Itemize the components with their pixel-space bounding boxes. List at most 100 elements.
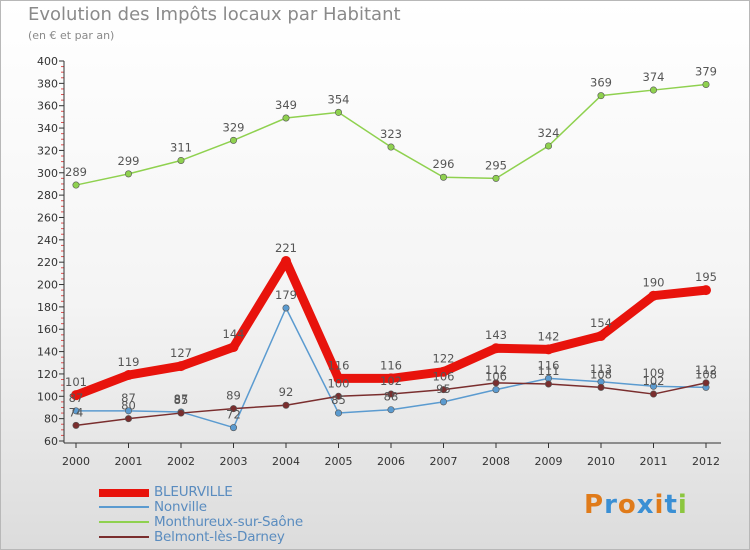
- y-tick-label: 80: [44, 413, 58, 426]
- data-label-1: 87: [69, 391, 84, 405]
- data-point-2: [702, 80, 710, 88]
- data-point-0: [596, 330, 606, 341]
- data-point-3: [387, 390, 395, 398]
- data-point-1: [439, 398, 447, 406]
- data-label-3: 112: [695, 363, 717, 377]
- data-point-3: [230, 405, 238, 413]
- legend-swatch-nonville: [99, 506, 149, 508]
- data-point-0: [648, 290, 659, 301]
- data-point-0: [333, 373, 344, 384]
- data-point-0: [228, 342, 239, 353]
- data-label-0: 101: [65, 375, 87, 389]
- data-label-0: 144: [223, 327, 245, 341]
- data-label-3: 85: [174, 393, 189, 407]
- data-label-3: 102: [380, 374, 402, 388]
- legend-swatch-belmont: [99, 536, 149, 538]
- data-point-0: [543, 344, 554, 355]
- data-label-2: 379: [695, 64, 717, 78]
- data-point-2: [334, 108, 342, 116]
- y-tick-label: 180: [37, 301, 58, 314]
- logo-letter: t: [664, 490, 678, 520]
- data-point-0: [491, 343, 501, 354]
- y-tick-label: 340: [37, 122, 58, 135]
- data-point-3: [177, 409, 185, 417]
- y-tick-label: 200: [37, 279, 58, 292]
- data-point-2: [649, 86, 657, 94]
- data-label-1: 116: [538, 358, 560, 372]
- data-label-3: 100: [328, 376, 350, 390]
- y-tick-label: 60: [44, 435, 58, 448]
- data-point-2: [177, 156, 185, 164]
- x-tick-label: 2012: [692, 455, 720, 468]
- data-point-0: [123, 370, 134, 381]
- x-tick-label: 2005: [325, 455, 353, 468]
- data-label-0: 190: [643, 276, 665, 290]
- x-tick-label: 2011: [640, 455, 668, 468]
- x-tick-label: 2008: [482, 455, 510, 468]
- data-label-1: 106: [485, 370, 507, 384]
- data-point-3: [544, 380, 552, 388]
- data-point-1: [649, 382, 657, 390]
- x-tick-label: 2004: [272, 455, 300, 468]
- y-tick-label: 220: [37, 256, 58, 269]
- data-point-0: [701, 285, 711, 296]
- data-label-2: 349: [275, 98, 297, 112]
- data-point-1: [387, 406, 395, 414]
- data-label-2: 324: [538, 126, 560, 140]
- legend-swatch-monthureux: [99, 521, 149, 523]
- data-label-0: 116: [328, 358, 350, 372]
- data-point-0: [281, 256, 291, 267]
- data-label-2: 329: [223, 120, 245, 134]
- data-label-1: 108: [695, 367, 717, 381]
- x-tick-label: 2002: [167, 455, 195, 468]
- data-label-3: 92: [279, 385, 294, 399]
- data-point-0: [438, 366, 449, 377]
- line-chart: 60 80 100 120 140 160 180 200 220 240 260 280 300 320…: [37, 55, 721, 468]
- data-point-2: [544, 142, 552, 150]
- y-tick-label: 380: [37, 77, 58, 90]
- data-label-1: 72: [226, 408, 241, 422]
- data-label-2: 354: [328, 92, 350, 106]
- data-label-2: 299: [118, 154, 140, 168]
- x-tick-label: 2003: [220, 455, 248, 468]
- data-point-2: [72, 181, 80, 189]
- data-label-3: 74: [69, 405, 84, 419]
- data-point-2: [597, 92, 605, 100]
- data-label-2: 323: [380, 127, 402, 141]
- x-tick-label: 2000: [62, 455, 90, 468]
- data-point-0: [386, 373, 396, 384]
- data-label-2: 289: [65, 165, 87, 179]
- data-point-3: [72, 421, 80, 429]
- chart-subtitle: (en € et par an): [28, 29, 115, 42]
- data-point-1: [282, 304, 290, 312]
- data-point-1: [72, 407, 80, 415]
- data-label-3: 89: [226, 389, 241, 403]
- data-point-2: [282, 114, 290, 122]
- data-point-3: [282, 401, 290, 409]
- data-point-3: [439, 386, 447, 394]
- data-point-3: [492, 379, 500, 387]
- data-label-0: 119: [118, 355, 140, 369]
- data-label-1: 85: [331, 393, 346, 407]
- data-label-0: 127: [170, 346, 192, 360]
- data-point-3: [597, 383, 605, 391]
- data-point-2: [492, 174, 500, 182]
- y-tick-label: 240: [37, 234, 58, 247]
- logo-letter: i: [654, 490, 665, 520]
- logo-letter: o: [617, 490, 637, 520]
- data-label-3: 108: [590, 367, 612, 381]
- data-label-3: 106: [433, 370, 455, 384]
- y-tick-label: 320: [37, 144, 58, 157]
- logo-letter: P: [584, 490, 605, 520]
- y-tick-label: 160: [37, 323, 58, 336]
- y-tick-label: 280: [37, 189, 58, 202]
- data-point-0: [176, 361, 186, 372]
- data-label-1: 87: [174, 392, 189, 406]
- data-label-0: 143: [485, 328, 507, 342]
- data-label-1: 113: [590, 362, 612, 376]
- legend-label-nonville: Nonville: [154, 499, 207, 515]
- data-point-0: [71, 390, 81, 401]
- data-label-1: 95: [436, 382, 451, 396]
- x-tick-label: 2010: [587, 455, 615, 468]
